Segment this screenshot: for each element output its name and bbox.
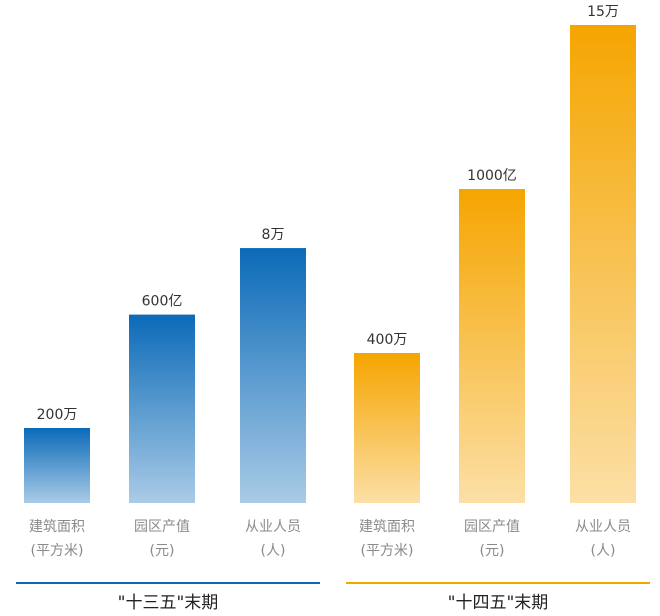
group-label: "十三五"末期 xyxy=(118,593,219,613)
category-unit: (平方米) xyxy=(31,543,84,559)
category-unit: (人) xyxy=(261,543,286,559)
value-label: 8万 xyxy=(262,227,285,243)
category-unit: (元) xyxy=(150,543,175,559)
category-unit: (平方米) xyxy=(361,543,414,559)
bar xyxy=(24,428,90,503)
bar xyxy=(459,189,525,503)
category-label: 从业人员 xyxy=(245,519,301,535)
category-label: 从业人员 xyxy=(575,519,631,535)
category-unit: (元) xyxy=(480,543,505,559)
value-label: 400万 xyxy=(367,332,408,348)
bar xyxy=(570,25,636,503)
bar xyxy=(240,248,306,503)
value-label: 200万 xyxy=(37,407,78,423)
category-label: 建筑面积 xyxy=(29,519,85,535)
category-unit: (人) xyxy=(591,543,616,559)
bar xyxy=(129,314,195,503)
category-label: 建筑面积 xyxy=(359,519,415,535)
category-label: 园区产值 xyxy=(134,519,190,535)
value-label: 15万 xyxy=(587,4,619,20)
value-label: 600亿 xyxy=(142,294,183,310)
category-label: 园区产值 xyxy=(464,519,520,535)
value-label: 1000亿 xyxy=(467,168,517,184)
bar xyxy=(354,353,420,503)
group-label: "十四五"末期 xyxy=(448,593,549,613)
